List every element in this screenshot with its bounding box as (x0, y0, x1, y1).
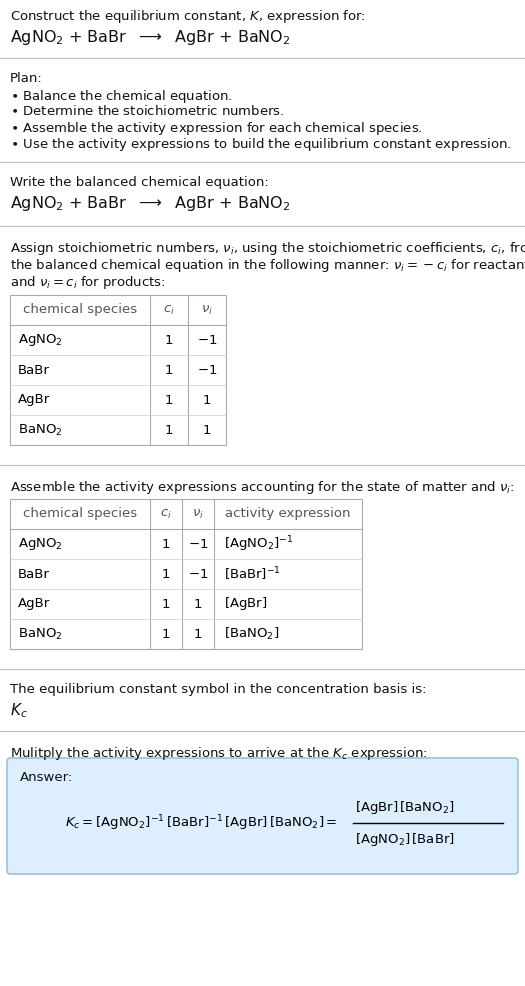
Text: chemical species: chemical species (23, 304, 137, 317)
Text: $\nu_i$: $\nu_i$ (201, 304, 213, 317)
Text: $\bullet$ Determine the stoichiometric numbers.: $\bullet$ Determine the stoichiometric n… (10, 104, 285, 118)
Bar (10, 295, 226, 445)
Text: $c_i$: $c_i$ (160, 508, 172, 521)
Text: $-1$: $-1$ (188, 568, 208, 581)
Text: 1: 1 (162, 627, 170, 641)
Text: Assemble the activity expressions accounting for the state of matter and $\nu_i$: Assemble the activity expressions accoun… (10, 479, 514, 496)
Text: Answer:: Answer: (20, 771, 74, 784)
Text: AgNO$_2$: AgNO$_2$ (18, 332, 63, 348)
Text: 1: 1 (165, 333, 173, 346)
Text: $-1$: $-1$ (188, 537, 208, 550)
Text: $1$: $1$ (202, 424, 212, 437)
Text: $\bullet$ Use the activity expressions to build the equilibrium constant express: $\bullet$ Use the activity expressions t… (10, 136, 511, 153)
Text: and $\nu_i = c_i$ for products:: and $\nu_i = c_i$ for products: (10, 274, 165, 291)
Text: BaBr: BaBr (18, 568, 50, 581)
Text: AgBr: AgBr (18, 393, 50, 406)
Text: 1: 1 (162, 598, 170, 610)
Text: Mulitply the activity expressions to arrive at the $K_c$ expression:: Mulitply the activity expressions to arr… (10, 745, 428, 762)
Text: BaBr: BaBr (18, 364, 50, 377)
Text: Plan:: Plan: (10, 72, 43, 85)
Text: $K_c = [\mathrm{AgNO_2}]^{-1}\,[\mathrm{BaBr}]^{-1}\,[\mathrm{AgBr}]\,[\mathrm{B: $K_c = [\mathrm{AgNO_2}]^{-1}\,[\mathrm{… (65, 813, 338, 833)
Text: $[\mathrm{BaNO_2}]$: $[\mathrm{BaNO_2}]$ (224, 626, 279, 642)
Text: $[\mathrm{AgNO_2}]\,[\mathrm{BaBr}]$: $[\mathrm{AgNO_2}]\,[\mathrm{BaBr}]$ (355, 830, 455, 848)
Text: $[\mathrm{AgNO_2}]^{-1}$: $[\mathrm{AgNO_2}]^{-1}$ (224, 534, 293, 554)
Text: AgBr: AgBr (18, 598, 50, 610)
Text: 1: 1 (165, 424, 173, 437)
Text: $-1$: $-1$ (197, 364, 217, 377)
Text: BaNO$_2$: BaNO$_2$ (18, 626, 62, 642)
Text: $\nu_i$: $\nu_i$ (192, 508, 204, 521)
Text: AgNO$_2$ + BaBr  $\longrightarrow$  AgBr + BaNO$_2$: AgNO$_2$ + BaBr $\longrightarrow$ AgBr +… (10, 28, 290, 47)
Text: chemical species: chemical species (23, 508, 137, 521)
Text: $[\mathrm{AgBr}]$: $[\mathrm{AgBr}]$ (224, 596, 267, 612)
Text: $[\mathrm{AgBr}]\,[\mathrm{BaNO_2}]$: $[\mathrm{AgBr}]\,[\mathrm{BaNO_2}]$ (355, 799, 455, 815)
Text: $-1$: $-1$ (197, 333, 217, 346)
Bar (10, 499, 362, 649)
Text: Assign stoichiometric numbers, $\nu_i$, using the stoichiometric coefficients, $: Assign stoichiometric numbers, $\nu_i$, … (10, 240, 525, 257)
Text: $[\mathrm{BaBr}]^{-1}$: $[\mathrm{BaBr}]^{-1}$ (224, 565, 281, 583)
Text: 1: 1 (165, 393, 173, 406)
Text: Construct the equilibrium constant, $K$, expression for:: Construct the equilibrium constant, $K$,… (10, 8, 366, 25)
Text: $1$: $1$ (202, 393, 212, 406)
Text: $K_c$: $K_c$ (10, 701, 28, 720)
Text: BaNO$_2$: BaNO$_2$ (18, 422, 62, 438)
Text: The equilibrium constant symbol in the concentration basis is:: The equilibrium constant symbol in the c… (10, 683, 426, 696)
Text: 1: 1 (165, 364, 173, 377)
Text: $\bullet$ Balance the chemical equation.: $\bullet$ Balance the chemical equation. (10, 88, 233, 105)
Text: AgNO$_2$ + BaBr  $\longrightarrow$  AgBr + BaNO$_2$: AgNO$_2$ + BaBr $\longrightarrow$ AgBr +… (10, 194, 290, 213)
Text: activity expression: activity expression (225, 508, 351, 521)
Text: $1$: $1$ (193, 627, 203, 641)
FancyBboxPatch shape (7, 758, 518, 874)
Text: the balanced chemical equation in the following manner: $\nu_i = -c_i$ for react: the balanced chemical equation in the fo… (10, 257, 525, 274)
Text: Write the balanced chemical equation:: Write the balanced chemical equation: (10, 176, 269, 189)
Text: $\bullet$ Assemble the activity expression for each chemical species.: $\bullet$ Assemble the activity expressi… (10, 120, 423, 137)
Text: 1: 1 (162, 537, 170, 550)
Text: AgNO$_2$: AgNO$_2$ (18, 536, 63, 552)
Text: 1: 1 (162, 568, 170, 581)
Text: $1$: $1$ (193, 598, 203, 610)
Text: $c_i$: $c_i$ (163, 304, 175, 317)
